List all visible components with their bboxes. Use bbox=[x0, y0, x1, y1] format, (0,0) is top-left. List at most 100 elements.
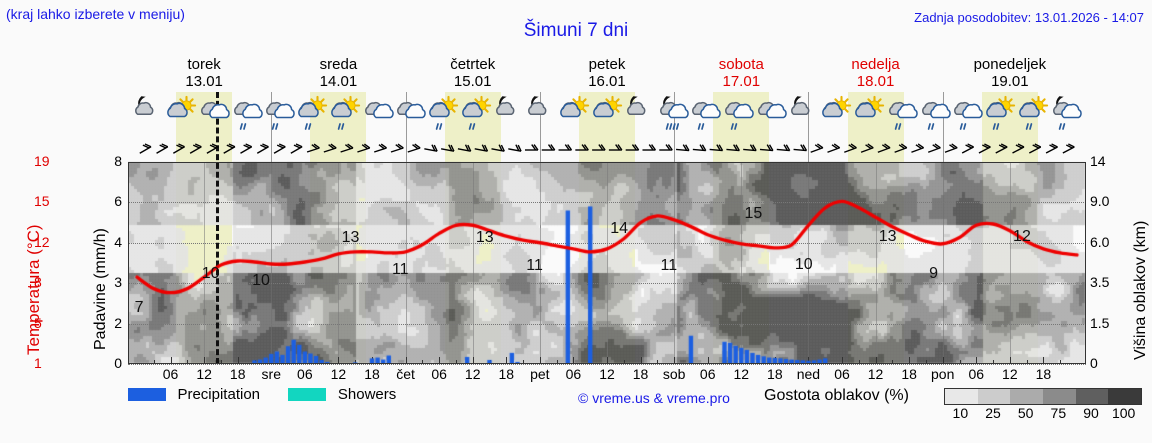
day-header-2: sreda 14.01 bbox=[271, 56, 405, 90]
day-header-4: petek 16.01 bbox=[540, 56, 674, 90]
location-hint: (kraj lahko izberete v meniju) bbox=[6, 6, 185, 22]
day-header-3: četrtek 15.01 bbox=[406, 56, 540, 90]
cloud-density-step bbox=[1010, 389, 1044, 404]
x-tick-pon: pon bbox=[931, 366, 955, 382]
showers-swatch bbox=[288, 388, 327, 402]
x-tick-čet: čet bbox=[396, 366, 415, 382]
cloud-density-step bbox=[1075, 389, 1109, 404]
x-tick-18: 18 bbox=[767, 366, 783, 382]
day-date: 15.01 bbox=[453, 73, 492, 90]
x-tick-12: 12 bbox=[464, 366, 481, 382]
x-tick-18: 18 bbox=[498, 366, 515, 382]
x-tick-18: 18 bbox=[229, 366, 246, 382]
x-tick-06: 06 bbox=[297, 366, 313, 382]
temp-label-max: 13 bbox=[341, 229, 360, 247]
temp-label-max: 15 bbox=[744, 205, 763, 223]
cloud-density-title: Gostota oblakov (%) bbox=[764, 387, 909, 404]
cloud-density-step-label: 25 bbox=[985, 405, 1001, 421]
tick-label: 0 bbox=[1090, 355, 1098, 371]
temp-label-min: 9 bbox=[929, 264, 939, 282]
day-name: ponedeljek bbox=[973, 56, 1047, 73]
x-tick-12: 12 bbox=[1002, 366, 1018, 382]
temperature-tick-labels: 19 15 12 8 5 1 bbox=[34, 0, 94, 443]
tick-label: 4 bbox=[114, 233, 122, 250]
x-tick-06: 06 bbox=[699, 366, 716, 382]
precipitation-legend-label: Precipitation bbox=[177, 386, 260, 404]
x-tick-sob: sob bbox=[662, 366, 686, 382]
x-tick-pet: pet bbox=[530, 366, 550, 382]
tick-label: 1.5 bbox=[1090, 314, 1110, 331]
tick-label: 8 bbox=[114, 153, 122, 169]
day-date: 19.01 bbox=[991, 73, 1029, 90]
x-tick-06: 06 bbox=[834, 366, 850, 382]
x-tick-06: 06 bbox=[968, 366, 985, 382]
day-date: 17.01 bbox=[722, 73, 761, 90]
day-name: sobota bbox=[718, 56, 764, 73]
x-tick-ned: ned bbox=[796, 366, 821, 382]
x-tick-sre: sre bbox=[261, 366, 281, 382]
tick-label: 12 bbox=[34, 233, 50, 250]
x-tick-12: 12 bbox=[733, 366, 750, 382]
cloud-density-step bbox=[945, 389, 978, 404]
temp-label-min: 11 bbox=[660, 256, 678, 274]
cloud-density-step-label: 90 bbox=[1083, 405, 1099, 421]
cloud-density-step-label: 100 bbox=[1111, 405, 1136, 421]
tick-label: 0 bbox=[114, 355, 122, 371]
cloudheight-tick-labels: 14 9.0 6.0 3.5 1.5 0 bbox=[1090, 0, 1132, 443]
temp-label-min: 10 bbox=[252, 272, 270, 289]
tick-label: 3 bbox=[114, 274, 122, 291]
day-header-7: ponedeljek 19.01 bbox=[943, 56, 1077, 90]
x-tick-12: 12 bbox=[330, 366, 347, 382]
cloud-density-step bbox=[1108, 389, 1142, 404]
tick-label: 8 bbox=[34, 274, 42, 291]
temperature-value-labels: 7 10 10 13 11 13 11 14 11 15 10 13 9 12 bbox=[128, 92, 1086, 364]
x-tick-12: 12 bbox=[196, 366, 212, 382]
day-header-row: torek 13.01 sreda 14.01 četrtek 15.01 petek 16.… bbox=[128, 56, 1086, 92]
day-name: torek bbox=[187, 56, 221, 73]
temp-label-max: 13 bbox=[475, 229, 494, 247]
cloud-density-step-label: 75 bbox=[1050, 405, 1067, 421]
day-header-5: sobota 17.01 bbox=[674, 56, 808, 90]
precipitation-tick-labels: 8 6 4 3 2 0 bbox=[108, 0, 122, 443]
tick-label: 6 bbox=[114, 193, 122, 210]
tick-label: 14 bbox=[1090, 153, 1106, 169]
grid-line-h bbox=[128, 364, 1086, 365]
temp-label-min: 11 bbox=[391, 260, 409, 278]
meteogram-plot: 7 10 10 13 11 13 11 14 11 15 10 13 9 12 bbox=[128, 92, 1086, 365]
tick-label: 2 bbox=[114, 314, 122, 331]
plot-frame bbox=[128, 162, 1086, 364]
showers-legend-label: Showers bbox=[337, 386, 397, 404]
day-date: 13.01 bbox=[185, 73, 223, 90]
cloud-density-step-label: 50 bbox=[1017, 405, 1034, 421]
day-date: 18.01 bbox=[856, 73, 895, 90]
day-name: nedelja bbox=[851, 56, 900, 73]
temperature-curve bbox=[128, 92, 1086, 364]
tick-label: 9.0 bbox=[1090, 193, 1110, 210]
cloud-density-step-label: 10 bbox=[952, 405, 969, 421]
precipitation-legend: Precipitation Showers bbox=[128, 386, 420, 410]
precipitation-swatch bbox=[128, 388, 166, 402]
day-header-1: torek 13.01 bbox=[137, 56, 271, 90]
copyright-link[interactable]: © vreme.us & vreme.pro bbox=[578, 390, 730, 406]
day-name: sreda bbox=[319, 56, 358, 73]
tick-label: 19 bbox=[34, 153, 50, 169]
temp-label-min: 10 bbox=[794, 255, 813, 273]
tick-label: 5 bbox=[34, 314, 42, 331]
tick-label: 15 bbox=[34, 193, 50, 210]
cloud-density-step bbox=[1043, 389, 1076, 404]
x-tick-06: 06 bbox=[162, 366, 179, 382]
temp-label-max: 14 bbox=[610, 219, 628, 237]
x-tick-06: 06 bbox=[431, 366, 447, 382]
cloudheight-axis-title: Višina oblakov (km) bbox=[1132, 220, 1149, 360]
tick-label: 3.5 bbox=[1090, 274, 1110, 291]
cloud-density-scale-labels: 10 25 50 75 90 100 bbox=[934, 405, 1150, 423]
day-header-6: nedelja 18.01 bbox=[808, 56, 942, 90]
tick-label: 1 bbox=[34, 355, 42, 371]
x-tick-18: 18 bbox=[632, 366, 649, 382]
day-name: petek bbox=[588, 56, 626, 73]
x-tick-06: 06 bbox=[565, 366, 582, 382]
x-tick-18: 18 bbox=[1035, 366, 1052, 382]
x-tick-12: 12 bbox=[599, 366, 615, 382]
day-date: 16.01 bbox=[588, 73, 626, 90]
last-updated: Zadnja posodobitev: 13.01.2026 - 14:07 bbox=[914, 10, 1144, 25]
